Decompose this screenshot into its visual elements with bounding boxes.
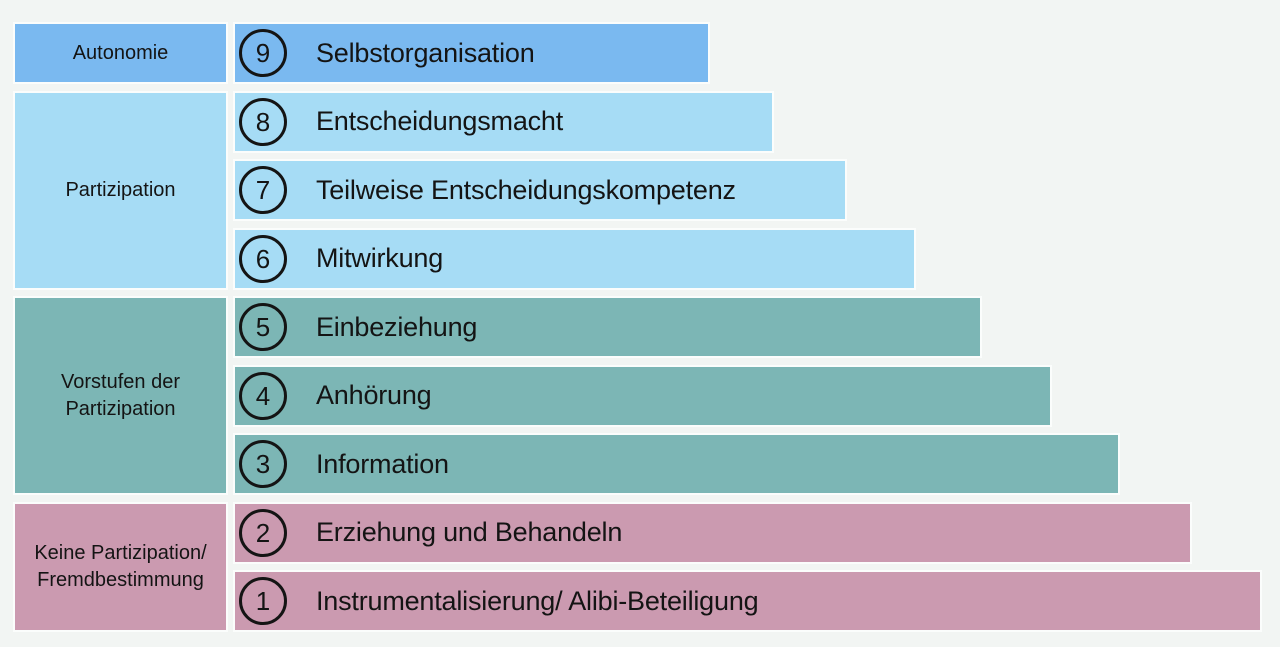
step-3-label: Information <box>316 448 449 479</box>
step-bar-2: 2 Erziehung und Behandeln <box>233 501 1192 564</box>
step-6-number: 6 <box>255 243 271 274</box>
category-autonomie: Autonomie <box>13 22 228 84</box>
step-bar-6: 6 Mitwirkung <box>233 227 916 290</box>
category-keine-label-line1: Keine Partizipation/ <box>34 541 207 564</box>
step-4-number-circle-icon: 4 <box>239 371 287 420</box>
step-1-label: Instrumentalisierung/ Alibi-Beteiligung <box>316 585 759 616</box>
category-keine-partizipation: Keine Partizipation/ Fremdbestimmung <box>13 501 228 632</box>
step-bar-9: 9 Selbstorganisation <box>233 22 710 84</box>
category-vorstufen-label-line1: Vorstufen der <box>61 370 180 393</box>
step-9-number: 9 <box>255 38 271 68</box>
category-column: Autonomie Partizipation Vorstufen der Pa… <box>13 22 228 632</box>
step-5-label: Einbeziehung <box>316 311 478 342</box>
step-6-label: Mitwirkung <box>316 243 444 273</box>
step-1-number: 1 <box>255 586 271 616</box>
step-7-number: 7 <box>255 175 271 205</box>
step-8-number: 8 <box>255 106 271 137</box>
step-5-number-circle-icon: 5 <box>239 303 287 351</box>
step-7-number-circle-icon: 7 <box>239 166 287 214</box>
step-2-number-circle-icon: 2 <box>239 508 287 557</box>
step-bar-4: 4 Anhörung <box>233 364 1052 427</box>
category-autonomie-label: Autonomie <box>72 41 169 64</box>
step-4-label: Anhörung <box>316 380 432 410</box>
step-bar-3: 3 Information <box>233 433 1120 495</box>
step-bar-7: 7 Teilweise Entscheidungskompetenz <box>233 159 847 221</box>
step-8-number-circle-icon: 8 <box>239 97 287 146</box>
step-2-label: Erziehung und Behandeln <box>316 517 623 547</box>
step-9-label: Selbstorganisation <box>316 37 535 68</box>
step-5-number: 5 <box>255 312 271 342</box>
category-vorstufen: Vorstufen der Partizipation <box>13 296 228 495</box>
step-bar-8: 8 Entscheidungsmacht <box>233 90 774 153</box>
steps-column: 9 Selbstorganisation 8 Entscheidungsmach… <box>233 22 1262 632</box>
step-bar-1: 1 Instrumentalisierung/ Alibi-Beteiligun… <box>233 570 1262 632</box>
step-2-number: 2 <box>255 517 271 548</box>
step-8-label: Entscheidungsmacht <box>316 106 564 136</box>
step-3-number-circle-icon: 3 <box>239 440 287 488</box>
category-keine-label-line2: Fremdbestimmung <box>37 568 204 591</box>
category-vorstufen-label-line2: Partizipation <box>65 397 176 420</box>
step-9-number-circle-icon: 9 <box>239 29 287 77</box>
step-1-number-circle-icon: 1 <box>239 577 287 625</box>
step-6-number-circle-icon: 6 <box>239 234 287 283</box>
step-4-number: 4 <box>255 380 271 411</box>
step-7-label: Teilweise Entscheidungskompetenz <box>316 174 736 205</box>
step-bar-5: 5 Einbeziehung <box>233 296 982 358</box>
step-3-number: 3 <box>255 449 271 479</box>
category-partizipation-label: Partizipation <box>65 178 176 201</box>
category-partizipation: Partizipation <box>13 90 228 290</box>
